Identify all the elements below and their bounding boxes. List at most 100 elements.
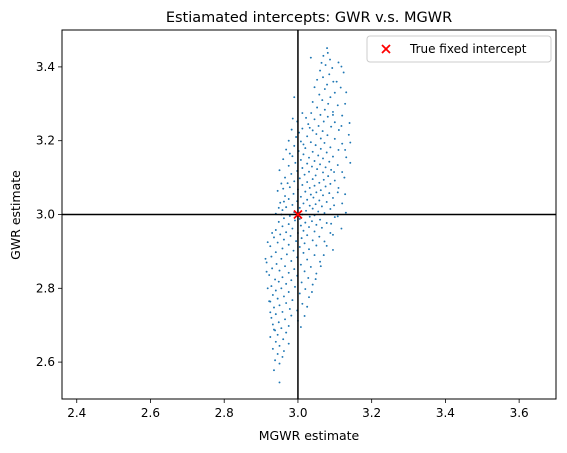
scatter-point (274, 340, 277, 343)
scatter-point (277, 206, 280, 209)
scatter-point (271, 232, 274, 234)
scatter-point (287, 243, 290, 246)
scatter-point (300, 237, 303, 240)
scatter-point (324, 185, 327, 188)
scatter-point (282, 158, 285, 161)
scatter-point (315, 191, 318, 194)
scatter-point (299, 140, 302, 143)
scatter-point (319, 137, 322, 140)
scatter-point (345, 156, 348, 159)
scatter-point (282, 350, 285, 352)
scatter-point (290, 260, 293, 262)
scatter-point (278, 381, 281, 384)
x-tick-label: 3.4 (436, 406, 455, 420)
scatter-point (329, 96, 332, 99)
scatter-point (291, 117, 294, 120)
scatter-point (322, 120, 325, 123)
scatter-point (280, 182, 283, 185)
scatter-point (328, 192, 331, 195)
scatter-point (287, 223, 290, 226)
scatter-point (301, 167, 304, 169)
scatter-point (308, 186, 311, 189)
scatter-point (280, 257, 283, 260)
scatter-point (305, 209, 307, 212)
scatter-point (290, 128, 293, 131)
x-tick-label: 2.6 (141, 406, 160, 420)
scatter-point (309, 265, 312, 268)
scatter-point (308, 226, 310, 228)
scatter-point (341, 142, 344, 145)
scatter-point (277, 280, 280, 283)
scatter-point (282, 338, 285, 341)
scatter-point (330, 125, 333, 128)
scatter-point (325, 201, 328, 203)
scatter-point (303, 270, 306, 273)
scatter-point (332, 110, 334, 113)
scatter-point (333, 216, 336, 219)
scatter-point (294, 161, 297, 164)
scatter-point (300, 281, 303, 284)
scatter-point (306, 162, 309, 165)
scatter-point (314, 144, 317, 147)
y-axis-label: GWR estimate (8, 170, 23, 260)
scatter-point (281, 310, 284, 313)
scatter-point (306, 234, 309, 237)
scatter-point (345, 91, 348, 94)
scatter-point (307, 277, 310, 279)
legend-x-marker (381, 44, 391, 54)
scatter-point (287, 139, 290, 142)
scatter-point (319, 147, 322, 150)
scatter-point (286, 182, 289, 185)
scatter-point (318, 199, 321, 202)
scatter-point (317, 154, 320, 157)
scatter-point (313, 230, 316, 233)
scatter-point (270, 285, 273, 288)
scatter-point (311, 220, 313, 223)
scatter-point (274, 229, 277, 231)
scatter-point (281, 276, 284, 279)
scatter-point (293, 96, 296, 99)
scatter-point (303, 173, 306, 176)
scatter-point (301, 302, 304, 305)
scatter-point (291, 299, 294, 302)
x-tick-label: 2.4 (67, 406, 86, 420)
scatter-point (332, 248, 334, 251)
scatter-point (279, 233, 282, 236)
scatter-point (322, 254, 325, 257)
scatter-point (337, 129, 340, 131)
scatter-point (319, 189, 322, 192)
scatter-point (282, 200, 285, 203)
scatter-point (288, 308, 291, 310)
scatter-point (332, 196, 334, 199)
scatter-point (341, 114, 344, 117)
scatter-point (323, 108, 326, 111)
scatter-point (281, 247, 284, 250)
scatter-point (308, 204, 311, 207)
scatter-point (313, 86, 316, 89)
scatter-point (269, 336, 272, 338)
scatter-point (274, 359, 277, 362)
scatter-point (290, 172, 293, 175)
scatter-point (291, 155, 294, 158)
scatter-point (336, 104, 339, 107)
scatter-point (273, 306, 275, 309)
scatter-point (299, 263, 302, 266)
scatter-point (266, 241, 269, 244)
scatter-point (314, 174, 317, 177)
scatter-point (265, 270, 268, 273)
scatter-point (328, 73, 331, 76)
scatter-point (313, 160, 316, 162)
scatter-point (284, 176, 286, 179)
scatter-point (285, 282, 288, 285)
scatter-point (333, 121, 336, 124)
scatter-point (265, 261, 268, 264)
scatter-point (264, 257, 267, 260)
scatter-point (349, 141, 352, 144)
scatter-point (293, 268, 296, 271)
scatter-point (280, 327, 283, 330)
scatter-point (301, 112, 304, 114)
scatter-point (282, 187, 285, 190)
scatter-point (318, 235, 321, 238)
scatter-point (285, 253, 288, 256)
